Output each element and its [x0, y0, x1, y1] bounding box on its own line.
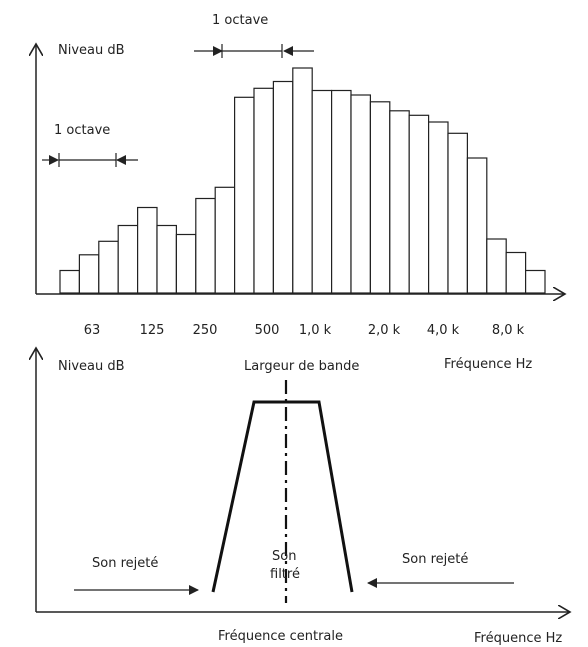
spectrum-bar	[272, 80, 294, 294]
x-tick-label: 250	[193, 323, 218, 338]
spectrum-bar	[156, 224, 177, 294]
spectrum-bar	[78, 254, 100, 294]
x-tick-label: 1,0 k	[299, 323, 332, 338]
bottom-xlabel: Fréquence Hz	[474, 631, 562, 646]
spectrum-bar	[389, 110, 410, 294]
x-tick-label: 2,0 k	[368, 323, 401, 338]
spectrum-bar	[214, 186, 236, 294]
filtered-label-line2: filtré	[270, 567, 300, 582]
bottom-ylabel: Niveau dB	[58, 359, 125, 374]
spectrum-bar	[331, 89, 352, 294]
spectrum-bar	[292, 67, 313, 294]
spectrum-bar	[408, 114, 430, 294]
spectrum-bar	[369, 101, 391, 294]
spectrum-bar	[175, 233, 197, 294]
x-tick-label: 8,0 k	[492, 323, 525, 338]
x-tick-label: 500	[255, 323, 280, 338]
octave-annotation-left-label: 1 octave	[54, 123, 110, 138]
spectrum-bar	[195, 197, 216, 294]
spectrum-bar	[447, 132, 468, 294]
rejected-label-left: Son rejeté	[92, 556, 158, 571]
spectrum-bar	[117, 224, 139, 294]
center-frequency-label: Fréquence centrale	[218, 629, 343, 644]
x-tick-label: 4,0 k	[427, 323, 460, 338]
spectrum-bar	[98, 240, 119, 294]
filter-chart: Niveau dB Fréquence Hz Largeur de bande …	[36, 348, 570, 646]
octave-annotation-top-label: 1 octave	[212, 13, 268, 28]
spectrum-bar	[466, 157, 488, 294]
top-ylabel: Niveau dB	[58, 43, 125, 58]
spectrum-bar	[137, 206, 158, 294]
spectrum-bar	[234, 96, 255, 294]
spectrum-bars	[59, 67, 546, 294]
spectrum-bar	[311, 89, 333, 294]
octave-annotation-left: 1 octave	[42, 123, 138, 167]
spectrum-bar	[59, 269, 80, 294]
spectrum-bar	[486, 238, 507, 294]
spectrum-chart: Niveau dB 1 octave 1 octave 63 125 250 500 1…	[36, 13, 565, 338]
spectrum-bar	[428, 121, 449, 294]
spectrum-bar	[253, 87, 274, 294]
rejected-label-right: Son rejeté	[402, 552, 468, 567]
octave-annotation-top: 1 octave	[194, 13, 314, 58]
spectrum-bar	[505, 251, 527, 294]
top-axis-frequency-note: Fréquence Hz	[444, 357, 532, 372]
x-tick-label: 125	[140, 323, 165, 338]
bandwidth-label: Largeur de bande	[244, 359, 359, 374]
spectrum-bar	[350, 94, 371, 294]
filtered-label-line1: Son	[272, 549, 296, 564]
x-tick-label: 63	[84, 323, 101, 338]
spectrum-tick-labels: 63 125 250 500 1,0 k 2,0 k 4,0 k 8,0 k	[84, 323, 525, 338]
spectrum-bar	[524, 269, 546, 294]
